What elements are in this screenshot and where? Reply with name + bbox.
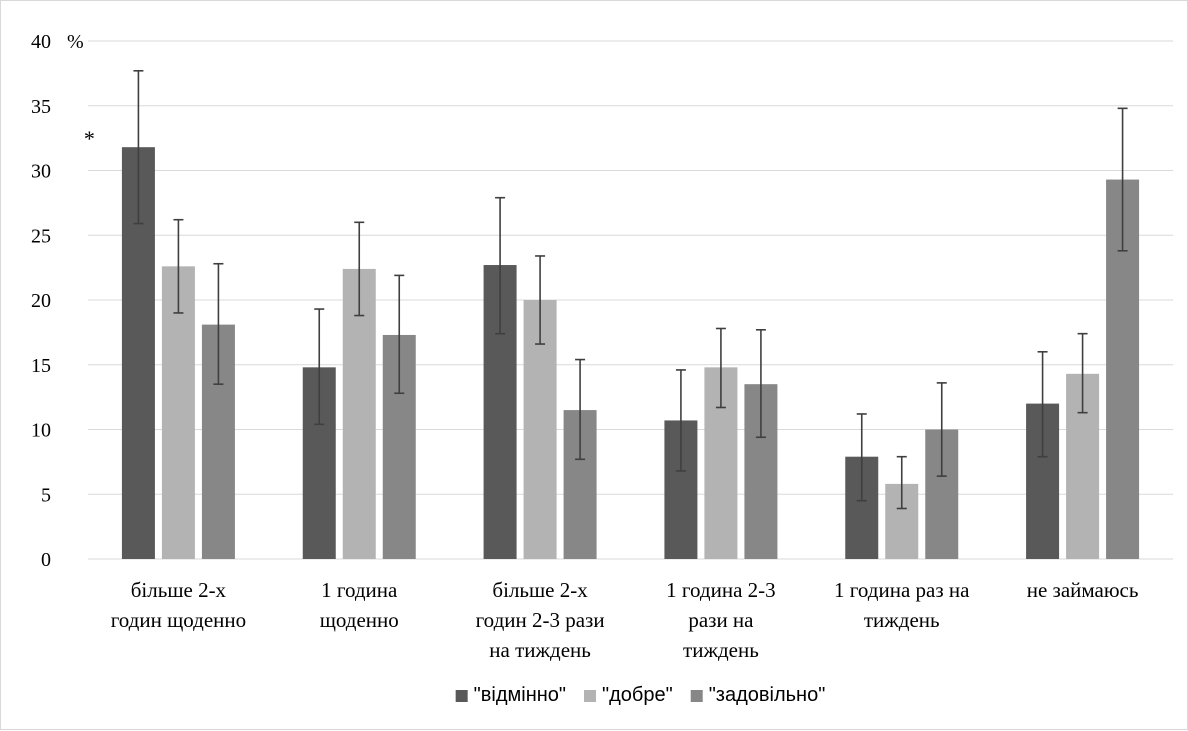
bar <box>342 268 376 559</box>
error-bar <box>314 308 325 426</box>
x-tick-label: 1 година щоденно <box>320 578 399 632</box>
x-tick-label-line: 1 година <box>321 578 398 602</box>
error-bar <box>133 69 144 225</box>
error-bar <box>173 218 184 314</box>
x-tick-label-line: більше 2-х <box>492 578 588 602</box>
error-bar <box>354 221 365 317</box>
x-tick-label-line: тиждень <box>683 638 759 662</box>
x-tick-label: більше 2-х годин 2-3 рази на тиждень <box>476 578 605 662</box>
error-bar <box>1077 332 1088 414</box>
y-unit-label: % <box>67 31 84 53</box>
x-tick-label-line: більше 2-х <box>131 578 227 602</box>
y-tick-label: 40 <box>31 31 51 53</box>
x-tick-label-line: 1 година раз на <box>834 578 970 602</box>
bar <box>161 266 195 559</box>
x-tick-label-line: тиждень <box>864 608 940 632</box>
y-tick-label: 25 <box>31 225 51 247</box>
x-tick-label-line: не займаюсь <box>1027 578 1139 602</box>
x-tick-label-line: 1 година 2-3 <box>666 578 775 602</box>
legend-swatch <box>690 690 703 702</box>
x-tick-label: 1 година 2-3 рази на тиждень <box>666 578 775 662</box>
error-bar <box>715 327 726 409</box>
legend-label: "задовільно" <box>709 684 826 706</box>
y-tick-label: 0 <box>41 549 51 571</box>
x-tick-label-line: годин щоденно <box>111 608 246 632</box>
y-tick-label: 35 <box>31 96 51 118</box>
y-tick-label: 15 <box>31 355 51 377</box>
x-tick-label-line: рази на <box>688 608 754 632</box>
x-tick-label: 1 година раз на тиждень <box>834 578 970 632</box>
x-tick-label-line: годин 2-3 рази <box>476 608 605 632</box>
significance-marker: * <box>84 126 95 151</box>
error-bar <box>575 358 586 461</box>
legend-label: "добре" <box>602 684 673 706</box>
y-tick-label: 30 <box>31 161 51 183</box>
x-tick-label-line: щоденно <box>320 608 399 632</box>
error-bar <box>1117 107 1128 252</box>
error-bar <box>394 274 405 395</box>
error-bar <box>896 455 907 510</box>
error-bar <box>675 369 686 472</box>
y-tick-label: 10 <box>31 420 51 442</box>
y-tick-label: 20 <box>31 290 51 312</box>
x-tick-label: більше 2-х годин щоденно <box>111 578 246 632</box>
error-bar <box>936 382 947 477</box>
error-bar <box>213 262 224 385</box>
error-bar <box>495 196 506 335</box>
legend-label: "відмінно" <box>474 684 566 706</box>
error-bar <box>755 328 766 439</box>
x-tick-label: не займаюсь <box>1027 578 1139 602</box>
y-tick-label: 5 <box>41 484 51 506</box>
error-bar <box>535 255 546 345</box>
error-bar <box>1037 350 1048 458</box>
legend-swatch <box>584 690 597 702</box>
legend: "відмінно" "добре" "задовільно" <box>455 684 826 706</box>
legend-swatch <box>455 690 468 702</box>
x-tick-label-line: на тиждень <box>489 638 591 662</box>
error-bar <box>856 413 867 502</box>
